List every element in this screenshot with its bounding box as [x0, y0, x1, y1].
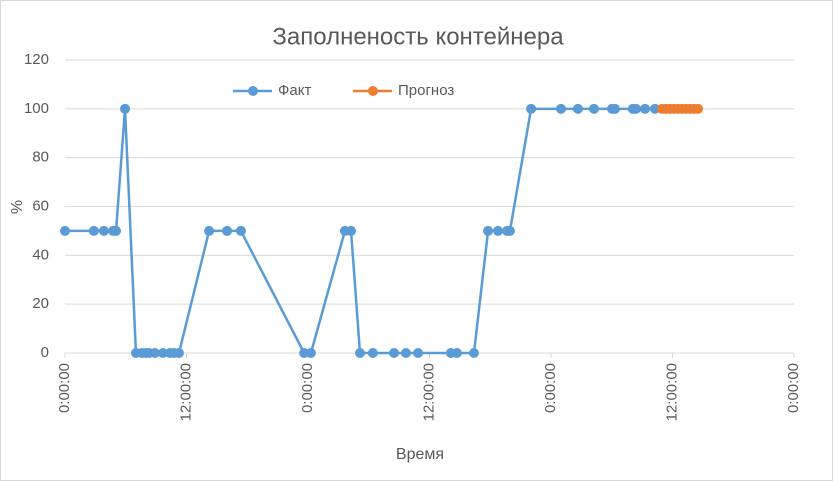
- y-tick-label: 0: [41, 344, 49, 361]
- data-point: [173, 348, 184, 358]
- data-point: [493, 225, 504, 236]
- chart-title: Заполненость контейнера: [272, 23, 564, 50]
- data-point: [640, 103, 651, 114]
- data-point: [346, 225, 357, 236]
- x-tick-label: 0:00:00: [299, 363, 316, 413]
- x-axis-label: Время: [396, 446, 444, 463]
- y-tick-label: 20: [32, 295, 49, 312]
- data-point: [589, 103, 600, 114]
- data-point: [355, 348, 366, 358]
- data-point: [120, 103, 131, 114]
- data-point: [504, 225, 515, 236]
- x-tick-label: 12:00:00: [663, 363, 680, 421]
- x-tick-label: 0:00:00: [56, 363, 73, 413]
- legend-marker: [368, 86, 378, 96]
- y-tick-label: 120: [24, 51, 49, 68]
- data-point: [111, 225, 122, 236]
- data-point: [631, 103, 642, 114]
- data-point: [149, 348, 160, 358]
- legend-label: Прогноз: [398, 82, 454, 99]
- x-tick-label: 12:00:00: [420, 363, 437, 421]
- x-tick-label: 0:00:00: [785, 363, 802, 413]
- data-point: [98, 225, 109, 236]
- x-tick-label: 0:00:00: [542, 363, 559, 413]
- data-point: [204, 225, 215, 236]
- y-tick-label: 100: [24, 100, 49, 117]
- data-point: [157, 348, 168, 358]
- y-tick-label: 60: [32, 197, 49, 214]
- legend-marker: [248, 86, 258, 96]
- data-point: [222, 225, 233, 236]
- x-tick-label: 12:00:00: [177, 363, 194, 421]
- data-point: [451, 348, 462, 358]
- data-point: [235, 225, 246, 236]
- data-point: [305, 348, 316, 358]
- data-point: [693, 103, 704, 114]
- y-axis-label: %: [9, 200, 26, 214]
- y-tick-label: 80: [32, 149, 49, 166]
- data-point: [88, 225, 99, 236]
- data-point: [413, 348, 424, 358]
- data-point: [555, 103, 566, 114]
- data-point: [650, 103, 661, 114]
- data-point: [572, 103, 583, 114]
- data-point: [367, 348, 378, 358]
- y-tick-label: 40: [32, 246, 49, 263]
- data-point: [526, 103, 537, 114]
- data-point: [400, 348, 411, 358]
- data-point: [468, 348, 479, 358]
- data-point: [389, 348, 400, 358]
- data-point: [483, 225, 494, 236]
- data-point: [60, 225, 70, 236]
- data-point: [609, 103, 620, 114]
- legend-label: Факт: [278, 82, 311, 99]
